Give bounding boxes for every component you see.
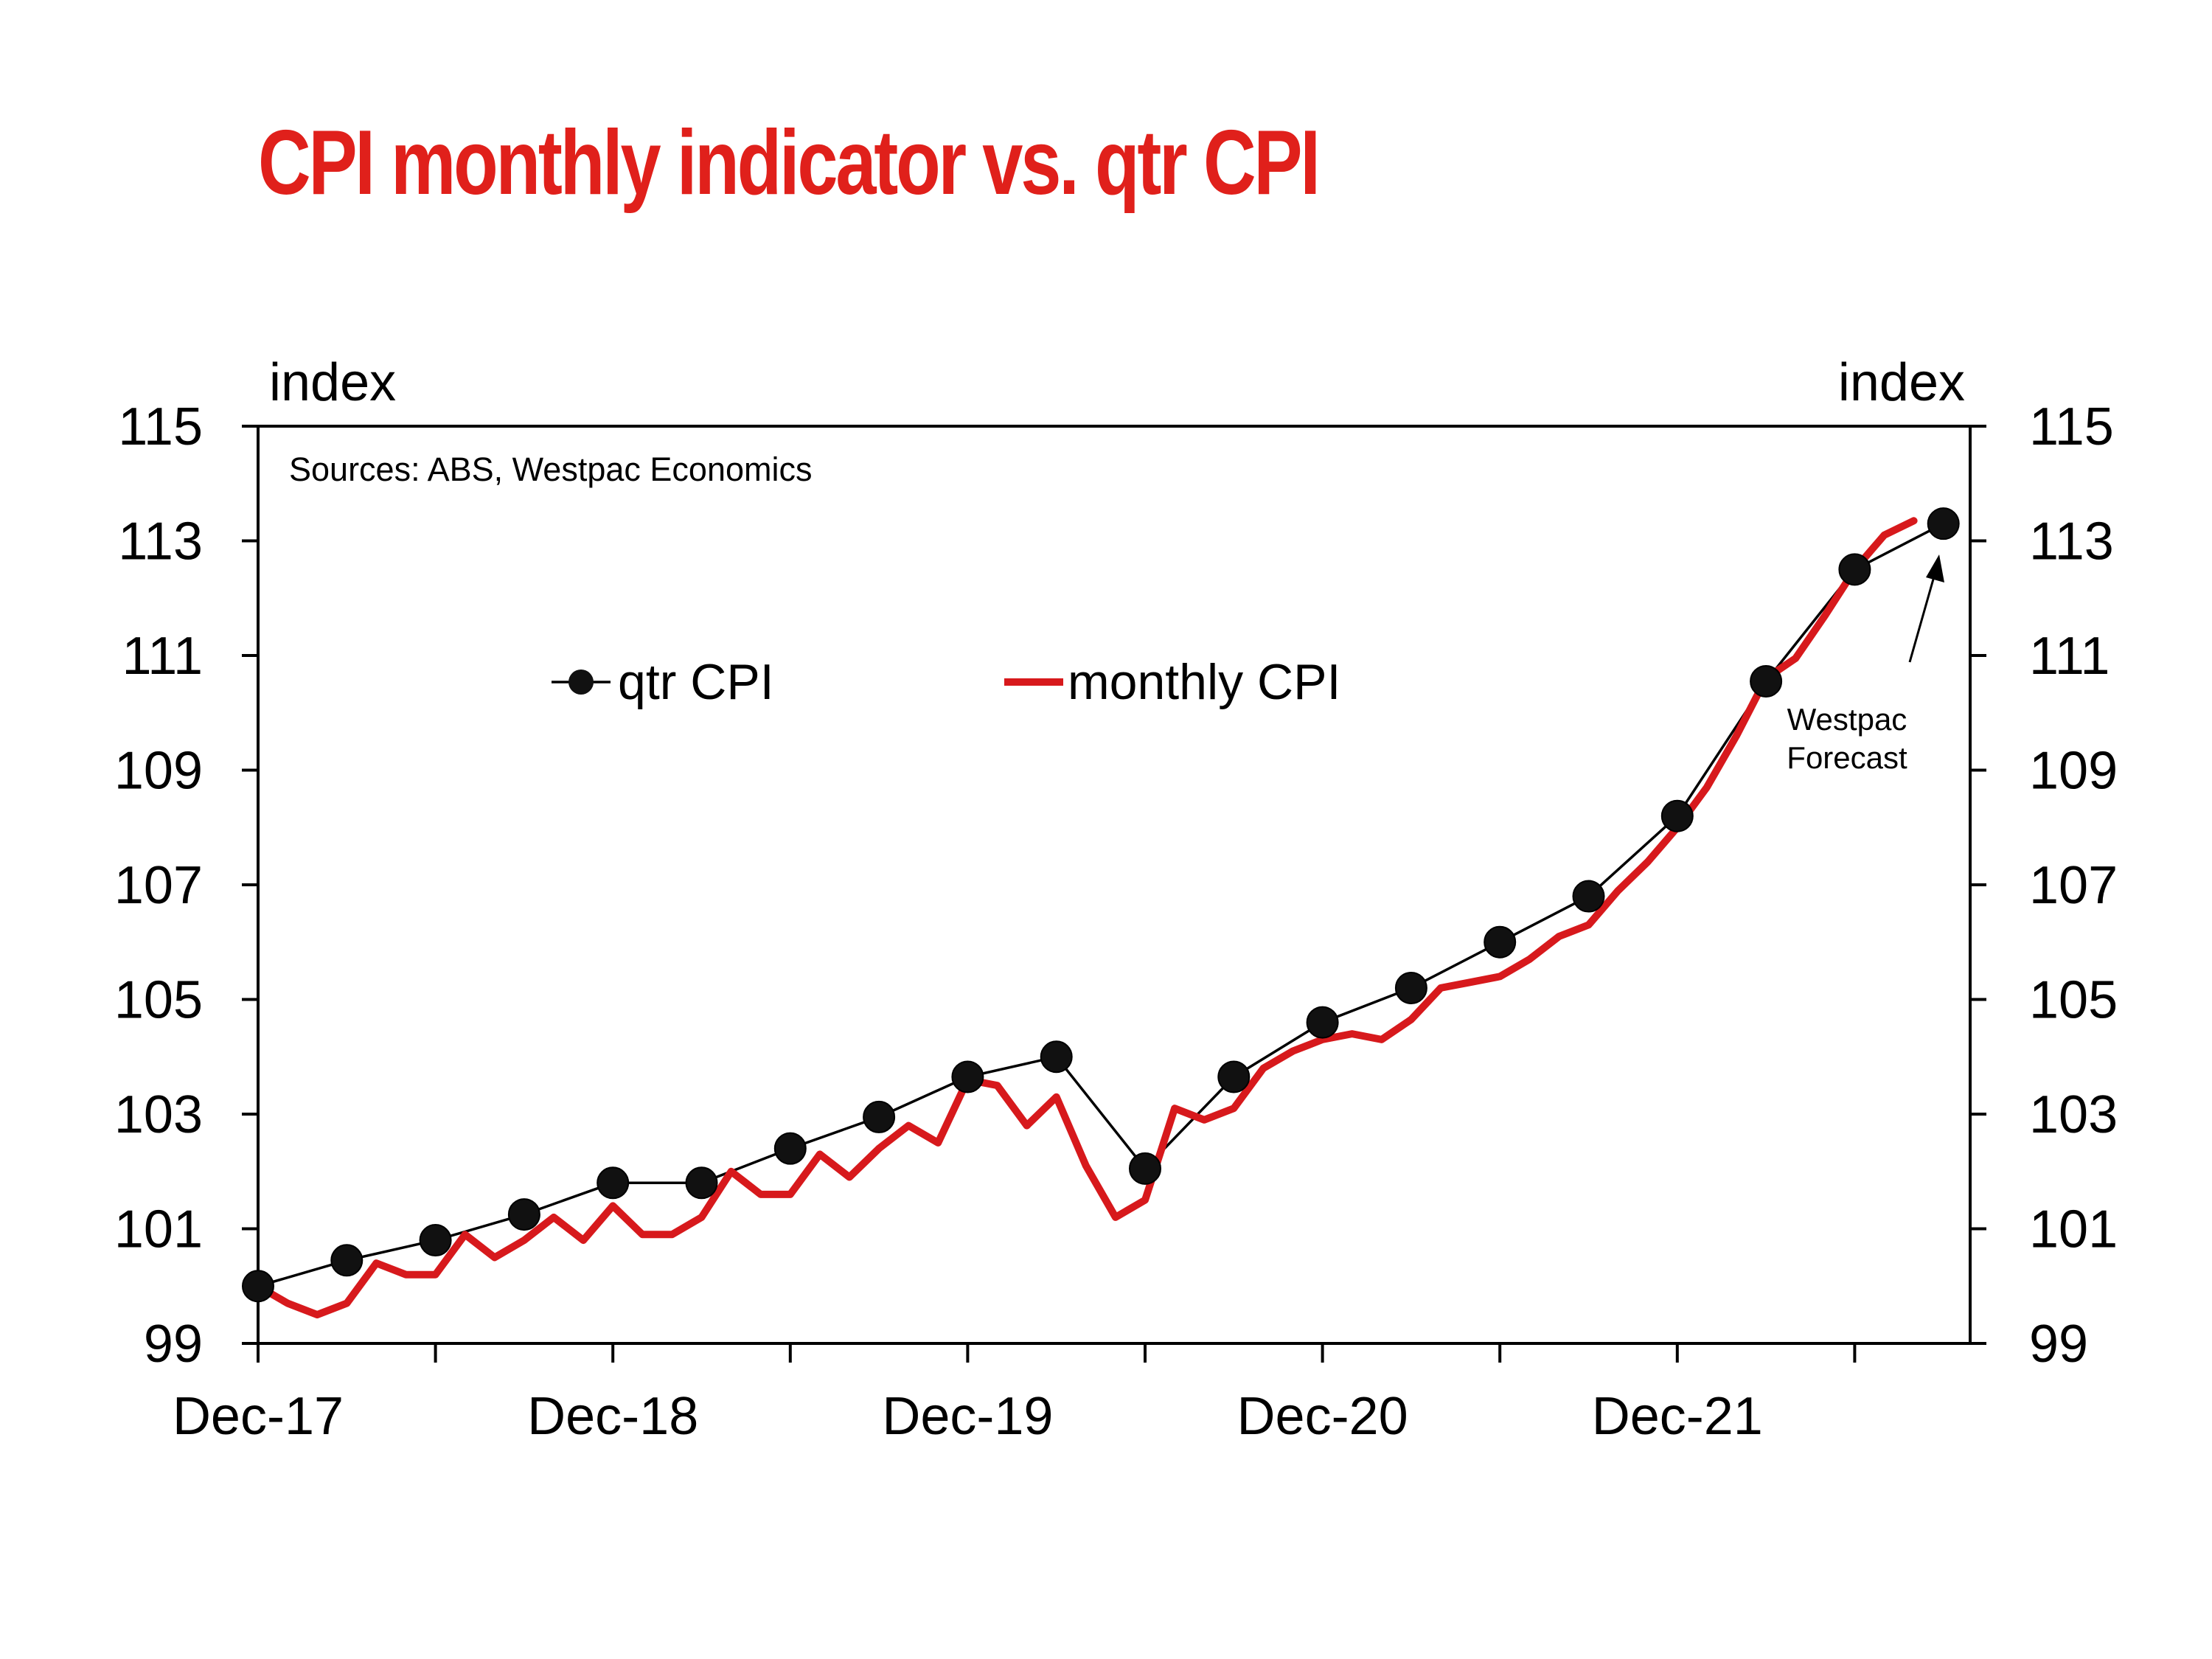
qtr-cpi-point [1394, 971, 1427, 1004]
y-axis-right: 99 101 103 105 107 109 111 113 115 [1970, 397, 2118, 1374]
y-tick-label-right: 111 [2029, 627, 2110, 686]
annotation-arrowhead [1926, 554, 1944, 582]
qtr-cpi-point [1927, 507, 1960, 540]
y-tick-label-left: 105 [114, 971, 203, 1030]
y-tick-label-left: 111 [122, 627, 203, 686]
x-tick-label: Dec-19 [882, 1387, 1053, 1446]
legend-label-qtr-cpi: qtr CPI [618, 654, 774, 710]
qtr-cpi-point [685, 1166, 718, 1200]
y-tick-label-left: 99 [144, 1315, 203, 1374]
y-tick-label-left: 103 [114, 1085, 203, 1144]
y-tick-label-left: 113 [118, 512, 203, 571]
y-tick-label-right: 101 [2029, 1200, 2118, 1259]
y-tick-label-right: 103 [2029, 1085, 2118, 1144]
series-line-monthly-cpi [254, 517, 1918, 1319]
y-tick-label-left: 115 [118, 397, 203, 456]
annotation-text-line: Forecast [1787, 740, 1907, 775]
qtr-cpi-point [1306, 1006, 1339, 1039]
qtr-cpi-point [330, 1244, 364, 1277]
y-tick-label-right: 99 [2029, 1315, 2088, 1374]
qtr-cpi-point [242, 1270, 274, 1303]
qtr-cpi-point [1750, 664, 1783, 698]
qtr-cpi-point [1572, 880, 1605, 913]
y-tick-label-left: 101 [114, 1200, 203, 1259]
legend-label-monthly-cpi: monthly CPI [1068, 654, 1340, 710]
x-tick-label: Dec-21 [1592, 1387, 1763, 1446]
x-axis: Dec-17 Dec-18 Dec-19 Dec-20 Dec-21 [173, 1343, 1857, 1446]
qtr-cpi-point [507, 1198, 540, 1231]
source-note: Sources: ABS, Westpac Economics [289, 451, 812, 488]
y-tick-label-right: 115 [2029, 397, 2114, 456]
qtr-cpi-point [1217, 1060, 1251, 1093]
qtr-cpi-point [773, 1132, 807, 1165]
qtr-cpi-point [951, 1060, 984, 1093]
qtr-cpi-point [1040, 1040, 1073, 1074]
qtr-cpi-point [597, 1166, 630, 1200]
annotation-arrow-line [1908, 571, 1937, 663]
qtr-cpi-point [419, 1224, 452, 1257]
y-tick-label-right: 105 [2029, 971, 2118, 1030]
y-tick-label-left: 107 [114, 856, 203, 915]
qtr-cpi-point [1838, 553, 1871, 586]
x-tick-label: Dec-17 [173, 1387, 344, 1446]
chart-title: CPI monthly indicator vs. qtr CPI [258, 112, 1321, 214]
series-layer [242, 507, 1960, 1319]
y-axis-left: 99 101 103 105 107 109 111 113 115 [114, 397, 258, 1374]
y-tick-label-right: 113 [2029, 512, 2114, 571]
legend-marker-qtr-cpi [568, 669, 594, 695]
qtr-cpi-point [1129, 1152, 1161, 1185]
qtr-cpi-point [863, 1100, 896, 1133]
x-tick-label: Dec-18 [527, 1387, 698, 1446]
x-tick-label: Dec-20 [1237, 1387, 1408, 1446]
annotation-text-line: Westpac [1787, 702, 1907, 737]
y-tick-label-right: 109 [2029, 742, 2118, 801]
y-tick-label-right: 107 [2029, 856, 2118, 915]
qtr-cpi-point [1660, 799, 1694, 832]
y-axis-left-unit-label: index [269, 353, 396, 412]
y-tick-label-left: 109 [114, 742, 203, 801]
legend: qtr CPI monthly CPI [552, 654, 1340, 710]
series-line-qtr-cpi [257, 522, 1944, 1287]
qtr-cpi-point [1484, 925, 1517, 959]
y-axis-right-unit-label: index [1838, 353, 1965, 412]
